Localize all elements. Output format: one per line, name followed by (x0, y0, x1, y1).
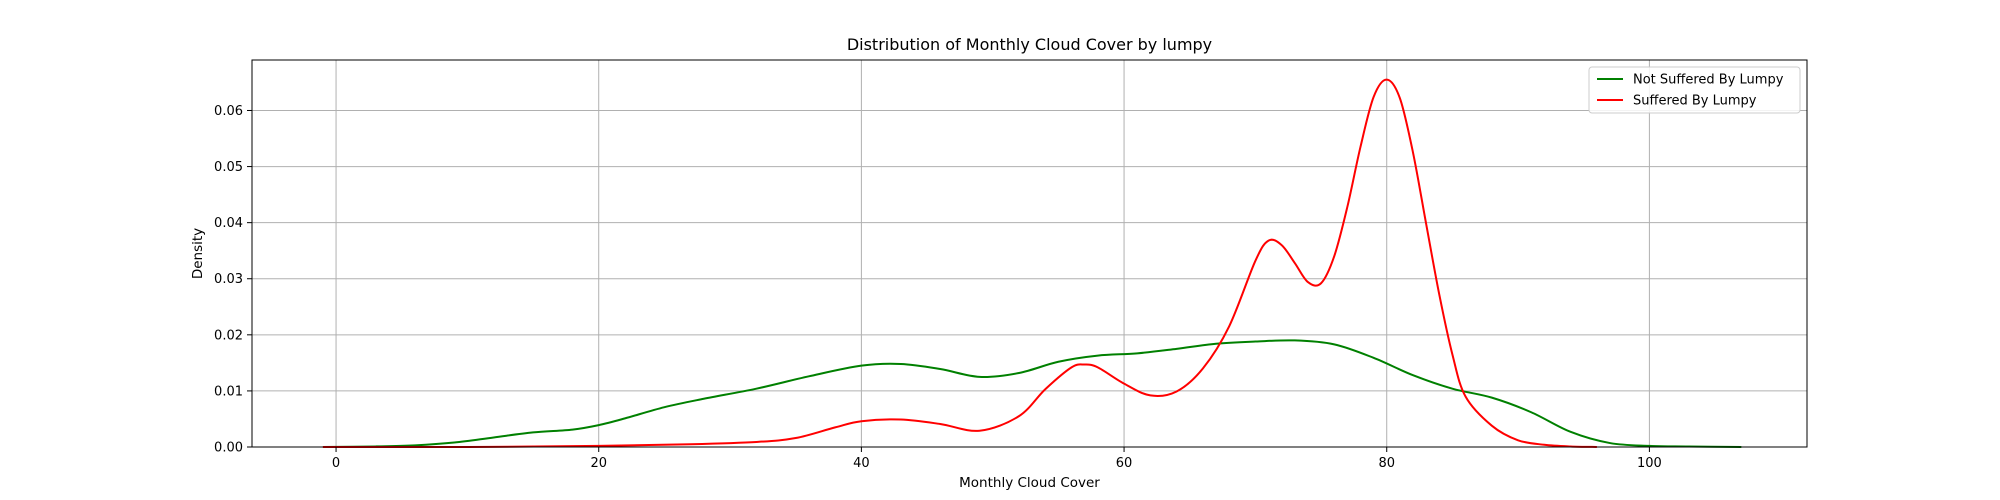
y-tick-label: 0.01 (214, 384, 243, 399)
y-tick-label: 0.04 (214, 216, 243, 231)
legend-label-suffered: Suffered By Lumpy (1633, 94, 1757, 109)
x-tick-label: 20 (590, 456, 607, 471)
y-tick-label: 0.02 (214, 328, 243, 343)
x-tick-label: 40 (853, 456, 870, 471)
plot-frame (251, 59, 1808, 448)
y-axis-title: Density (190, 228, 206, 279)
series-line-not-suffered-by-lumpy (322, 339, 1742, 448)
series-layer (322, 78, 1742, 449)
x-tick-label: 80 (1378, 456, 1395, 471)
ticks-layer: 0 20 40 60 80 100 0.00 0.01 0.02 0.03 0.04 0.05 0.06 (214, 104, 1662, 471)
x-tick-label: 60 (1116, 456, 1133, 471)
chart-title: Distribution of Monthly Cloud Cover by l… (847, 35, 1212, 54)
x-tick-label: 100 (1637, 456, 1662, 471)
y-tick-label: 0.06 (214, 104, 243, 119)
legend-box (1588, 66, 1801, 114)
legend-label-not-suffered: Not Suffered By Lumpy (1633, 73, 1784, 88)
y-tick-label: 0.03 (214, 272, 243, 287)
x-tick-label: 0 (332, 456, 340, 471)
y-tick-label: 0.00 (214, 441, 243, 456)
legend: Not Suffered By Lumpy Suffered By Lumpy (1588, 66, 1801, 114)
x-axis-title: Monthly Cloud Cover (959, 475, 1100, 491)
y-tick-label: 0.05 (214, 160, 243, 175)
series-line-suffered-by-lumpy (322, 78, 1597, 449)
